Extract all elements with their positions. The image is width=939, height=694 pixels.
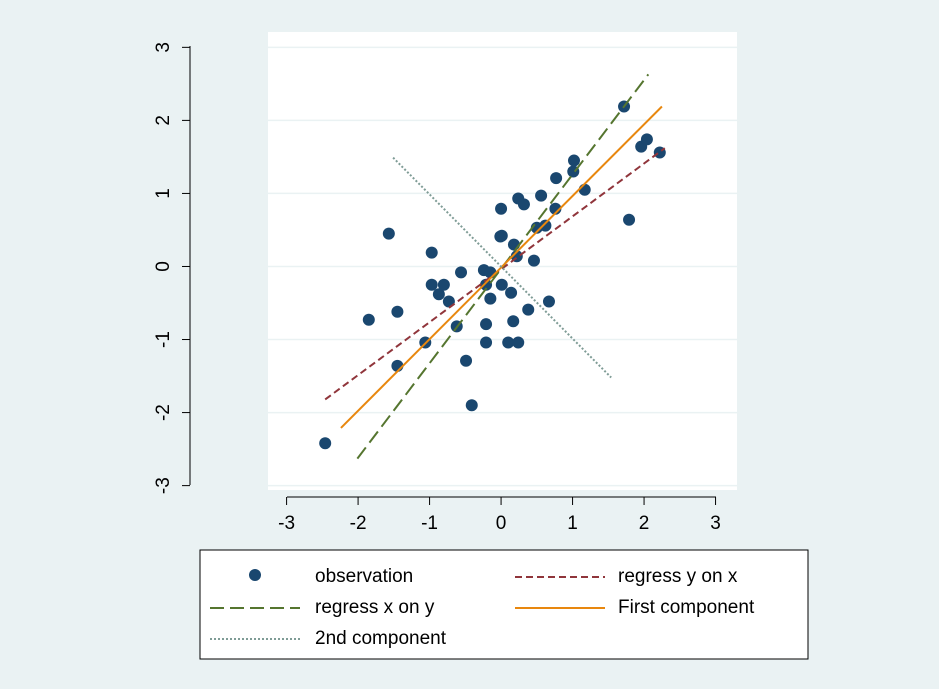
point [495,202,508,215]
point [480,278,493,291]
point [517,198,530,211]
legend-label: regress x on y [315,597,435,618]
point [391,305,404,318]
y-tick-label: -2 [153,404,174,421]
legend-label: First component [618,597,755,618]
y-tick-label: -1 [153,331,174,348]
y-tick-label: 3 [153,42,174,53]
x-tick-label: 2 [639,513,650,534]
point [502,336,515,349]
point [319,437,332,450]
legend-label: 2nd component [315,628,447,649]
point [484,292,497,305]
point [567,154,580,167]
legend-label: observation [315,566,413,587]
point [465,399,478,412]
point [480,336,493,349]
point [539,219,552,232]
point [527,254,540,267]
y-tick-label: 1 [153,188,174,199]
point [507,315,520,328]
point [623,213,636,226]
point [495,229,508,242]
point [512,336,525,349]
y-tick-label: 0 [153,261,174,272]
point [495,278,508,291]
x-tick-label: -1 [421,513,438,534]
point [432,288,445,301]
point [382,227,395,240]
y-tick-label: -3 [153,477,174,494]
legend [199,549,809,660]
point [542,295,555,308]
legend-marker [249,569,261,581]
point [507,238,520,251]
point [549,202,562,215]
x-tick-label: -2 [350,513,367,534]
line [340,105,663,429]
x-tick-label: 0 [496,513,507,534]
point [535,189,548,202]
legend-label: regress y on x [618,566,738,587]
point [425,246,438,259]
x-tick-label: 3 [710,513,721,534]
point [550,172,563,185]
point [362,313,375,326]
point [455,266,468,279]
y-tick-label: 2 [153,115,174,126]
point [640,133,653,146]
x-tick-label: -3 [278,513,295,534]
point [522,303,535,316]
point [437,278,450,291]
plot-area [268,32,737,490]
point [480,318,493,331]
x-tick-label: 1 [567,513,578,534]
point [460,354,473,367]
point [505,286,518,299]
point [425,278,438,291]
point [578,183,591,196]
